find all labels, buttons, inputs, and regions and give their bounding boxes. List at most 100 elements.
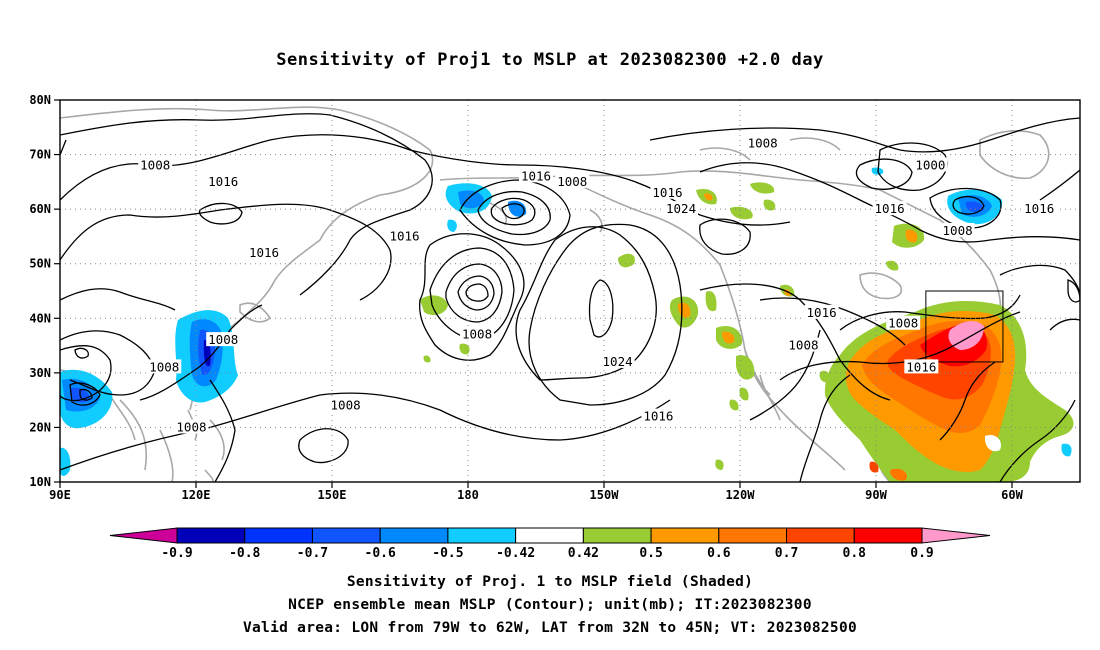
lon-tick-label: 150W (590, 488, 620, 502)
contour-label-bg (460, 326, 495, 341)
contour-label-text: 1016 (906, 359, 936, 374)
contour-label-bg (138, 157, 173, 172)
contour-label-text: 1008 (140, 157, 170, 172)
contour-label: 1000 (913, 157, 948, 172)
contour-label-text: 1024 (603, 354, 633, 369)
contour-label-bg (387, 228, 422, 243)
contour-label: 1016 (247, 245, 281, 260)
colorbar-over-triangle (921, 527, 991, 544)
colorbar-swatch (853, 527, 923, 544)
map-title: Sensitivity of Proj1 to MSLP at 20230823… (276, 50, 824, 70)
contour-label: 1016 (650, 184, 685, 200)
contour-label-text: 1016 (389, 228, 419, 243)
contour-label: 1016 (387, 228, 422, 243)
contour-label-text: 1008 (176, 419, 206, 434)
lat-tick-label: 20N (29, 420, 51, 434)
contour-label-bg (247, 244, 281, 259)
colorbar-swatch (515, 527, 584, 544)
contour-label-text: 1008 (462, 327, 492, 342)
colorbar-label: -0.7 (297, 546, 328, 561)
contour-label-text: 1008 (748, 136, 778, 151)
contour-label: 1008 (138, 157, 173, 172)
lat-tick-label: 10N (29, 475, 51, 489)
colorbar-label: 0.7 (775, 546, 798, 561)
contour-label-bg (174, 419, 209, 434)
contour-label-bg (206, 332, 241, 347)
contour-label: 1016 (206, 173, 241, 189)
contour-label: 1008 (555, 173, 590, 189)
contour-label-bg (555, 173, 590, 188)
colorbar-swatch (718, 527, 788, 544)
contour-label-bg (664, 201, 699, 216)
contour-label-bg (913, 157, 948, 172)
plot-area: 1008 1016 1016 1016 1008 1008 1008 1008 1016 1008… (29, 93, 1081, 502)
contour-label-bg (206, 173, 241, 188)
contour-label-bg (1022, 201, 1057, 216)
lon-tick-label: 120W (726, 488, 756, 502)
colorbar-swatch (786, 527, 855, 544)
lat-tick-label: 70N (29, 148, 51, 162)
colorbar-swatch (311, 527, 381, 544)
contour-label-bg (650, 184, 685, 199)
contour-label: 1008 (328, 397, 363, 413)
colorbar-swatch (447, 527, 517, 544)
colorbar-swatch (650, 527, 720, 544)
contour-label-text: 1016 (807, 305, 837, 320)
colorbar-label: -0.6 (365, 546, 396, 561)
contour-label: 1008 (745, 135, 780, 151)
colorbar-label: 0.9 (910, 546, 933, 561)
caption-valid-area: Valid area: LON from 79W to 62W, LAT fro… (242, 620, 858, 636)
contour-label: 1016 (872, 201, 907, 216)
contour-label: 1024 (664, 201, 699, 216)
contour-label-bg (886, 315, 921, 330)
contour-label-text: 1008 (557, 174, 587, 189)
lat-tick-label: 50N (29, 257, 51, 271)
contour-label: 1016 (904, 359, 939, 374)
contour-label: 1024 (600, 353, 635, 369)
gridlines (60, 100, 1080, 482)
contour-label-text: 1016 (249, 245, 279, 260)
colorbar-under-triangle (109, 527, 178, 544)
contour-labels: 1008 1016 1016 1016 1008 1008 1008 1008 1016 1008… (138, 135, 1057, 434)
colorbar-label: 0.8 (843, 546, 867, 561)
contour-label: 1008 (786, 337, 821, 353)
contour-label: 1008 (147, 359, 182, 374)
contour-label: 1008 (940, 222, 975, 238)
contour-label-bg (641, 408, 676, 423)
contour-label-text: 1008 (149, 359, 179, 374)
lon-tick-label: 90W (865, 488, 887, 502)
contour-label-bg (804, 304, 839, 319)
contour-label-text: 1016 (643, 409, 673, 424)
contour-label-bg (872, 201, 907, 216)
lat-tick-label: 60N (29, 202, 51, 216)
colorbar-swatch (379, 527, 449, 544)
colorbar-label: -0.5 (432, 546, 463, 561)
colorbar-label: -0.8 (229, 546, 260, 561)
contour-label: 1016 (804, 304, 839, 320)
lon-tick-label: 90E (49, 488, 71, 502)
colorbar-label: -0.9 (161, 546, 192, 561)
contour-label-text: 1008 (331, 398, 361, 413)
contour-label-bg (147, 359, 182, 374)
colorbar-swatch (582, 527, 652, 544)
contour-label: 1008 (206, 332, 241, 347)
lon-tick-label: 180 (457, 488, 479, 502)
lon-tick-label: 120E (182, 488, 211, 502)
colorbar-swatch (244, 527, 313, 544)
contour-label-text: 1016 (652, 185, 682, 200)
contour-label-text: 1016 (875, 201, 905, 216)
contour-label-text: 1016 (521, 168, 551, 183)
contour-label: 1016 (519, 168, 553, 183)
caption-contour: NCEP ensemble mean MSLP (Contour); unit(… (288, 597, 812, 613)
lat-tick-label: 30N (29, 366, 51, 380)
contour-label-text: 1008 (208, 332, 238, 347)
contour-label-bg (745, 135, 780, 150)
contour-label: 1008 (460, 326, 495, 342)
contour-label: 1016 (641, 408, 676, 424)
valid-area-box (925, 290, 1004, 363)
contour-label-bg (519, 168, 553, 183)
colorbar-label: 0.6 (707, 546, 731, 561)
contour-label: 1008 (174, 419, 209, 434)
